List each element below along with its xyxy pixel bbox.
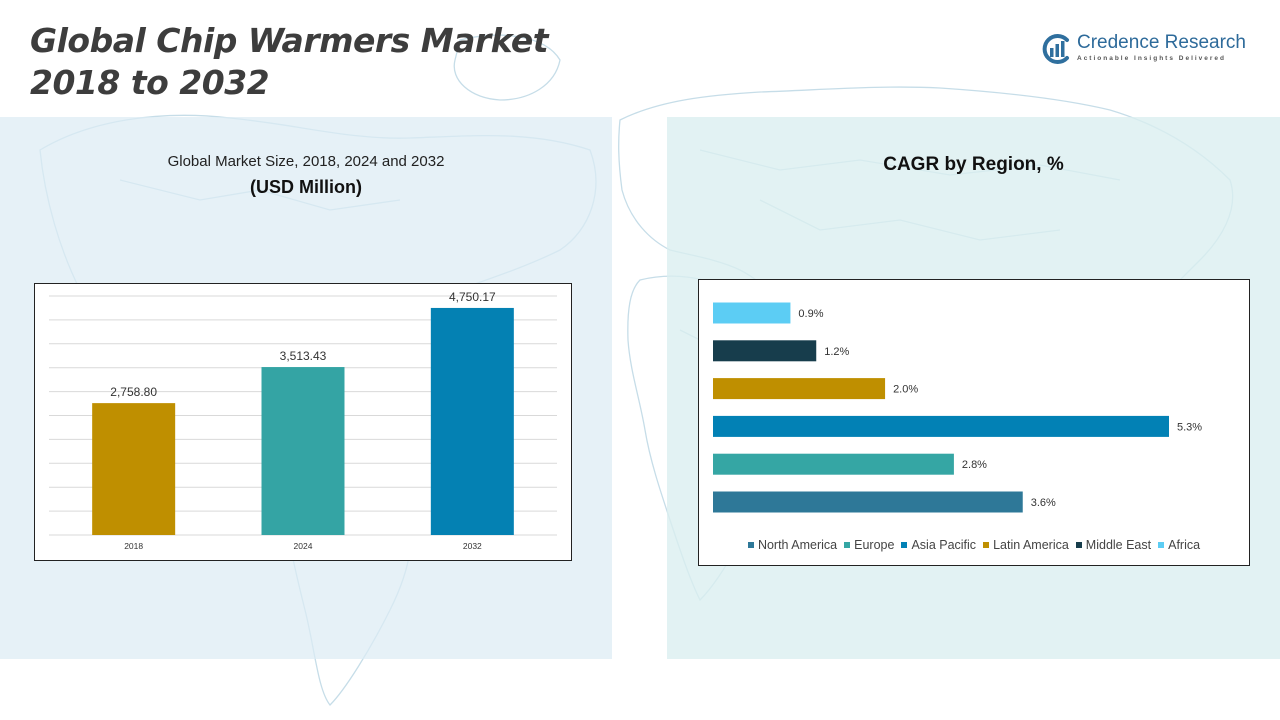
legend-label: North America: [757, 538, 838, 552]
market-size-heading: Global Market Size, 2018, 2024 and 2032: [167, 153, 445, 170]
legend-swatch: [747, 542, 754, 548]
bar-asia-pacific: [713, 415, 1169, 437]
main-title: Global Chip Warmers Market 2018 to 2032: [30, 20, 549, 104]
legend-swatch: [901, 542, 908, 548]
legend-swatch: [1075, 542, 1082, 548]
bar-value-label: 0.9%: [798, 308, 823, 320]
legend-item: Middle East: [1075, 538, 1152, 552]
bar-value-label: 2,758.80: [110, 385, 157, 399]
x-tick-label: 2024: [294, 541, 313, 551]
legend-swatch: [983, 542, 990, 548]
bar-value-label: 2.0%: [893, 384, 918, 396]
x-tick-label: 2032: [463, 541, 482, 551]
legend-item: North America: [747, 538, 838, 552]
legend-swatch: [844, 542, 851, 548]
legend-item: Latin America: [983, 538, 1069, 552]
credence-logo-icon: [1042, 34, 1069, 64]
bar-middle-east: [713, 340, 817, 362]
bar-2018: [92, 403, 176, 535]
legend-swatch: [1158, 542, 1165, 548]
brand-name: Credence Research: [1077, 32, 1246, 53]
legend-label: Middle East: [1085, 538, 1152, 552]
bar-value-label: 5.3%: [1177, 421, 1202, 433]
bar-africa: [713, 302, 791, 324]
bar-value-label: 4,750.17: [449, 290, 496, 304]
legend-label: Africa: [1168, 538, 1201, 552]
bar-value-label: 1.2%: [824, 346, 849, 358]
cagr-heading: CAGR by Region, %: [883, 154, 1064, 175]
bar-latin-america: [713, 378, 886, 400]
legend-item: Europe: [844, 538, 894, 552]
brand-tagline: Actionable Insights Delivered: [1077, 55, 1227, 62]
bar-2032: [430, 307, 514, 535]
market-size-chart: 2,758.80 2018 3,513.43 2024 4,750.17 2032: [34, 283, 572, 561]
legend-label: Latin America: [993, 538, 1069, 552]
bar-value-label: 3.6%: [1031, 497, 1056, 509]
main-title-line2: 2018 to 2032: [30, 63, 270, 102]
bar-europe: [713, 453, 954, 475]
cagr-legend: North America Europe Asia Pacific Latin Ame…: [699, 538, 1249, 552]
cagr-chart: 0.9% 1.2% 2.0% 5.3% 2.8% 3.6% North America Eu…: [698, 279, 1250, 566]
brand-logo-block: Credence Research Actionable Insights De…: [1040, 30, 1260, 70]
bar-value-label: 2.8%: [962, 459, 987, 471]
market-size-unit: (USD Million): [250, 177, 362, 197]
market-size-bar-chart: 2,758.80 2018 3,513.43 2024 4,750.17 2032: [49, 290, 557, 551]
bar-2024: [261, 367, 345, 535]
legend-item: Africa: [1158, 538, 1200, 552]
x-tick-label: 2018: [124, 541, 143, 551]
legend-label: Europe: [854, 538, 895, 552]
legend-label: Asia Pacific: [911, 538, 977, 552]
cagr-bar-chart: 0.9% 1.2% 2.0% 5.3% 2.8% 3.6%: [713, 302, 1202, 513]
bar-value-label: 3,513.43: [280, 349, 327, 363]
legend-item: Asia Pacific: [901, 538, 976, 552]
main-title-line1: Global Chip Warmers Market: [30, 21, 549, 60]
bar-north-america: [713, 491, 1023, 513]
